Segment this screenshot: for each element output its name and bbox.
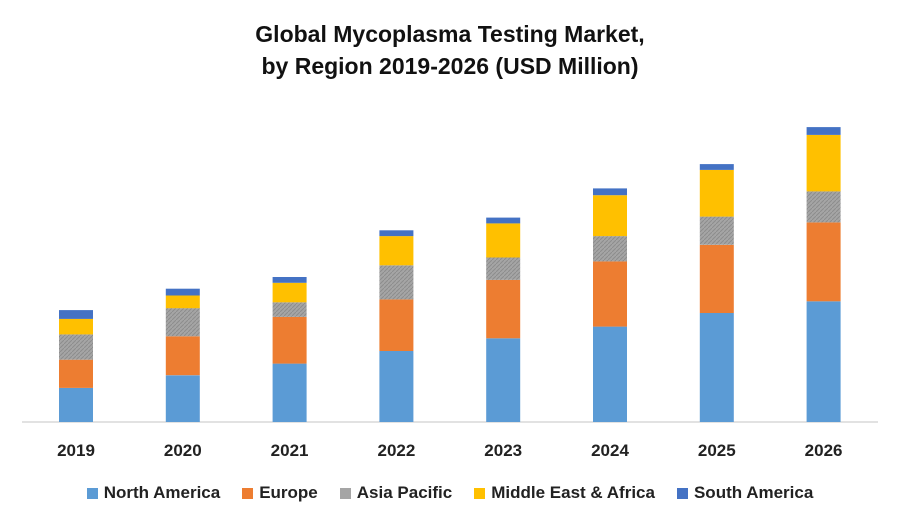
bar-segment-north-america-2019: [59, 387, 93, 422]
bar-segment-asia-pacific-2020: [165, 308, 200, 337]
x-tick-labels: 2019 2020 2021 2022 2023 2024 2025 2026: [57, 441, 842, 460]
bar-segment-asia-pacific-2019: [59, 334, 93, 360]
bar-segment-asia-pacific-2024: [593, 236, 627, 262]
bar-segment-south-america-2019: [59, 310, 93, 319]
legend-swatch-middle-east-africa: [474, 487, 486, 499]
bar-segment-asia-pacific-2021: [272, 302, 307, 317]
bar-segment-south-america-2024: [593, 188, 627, 196]
bar-segment-europe-2022: [379, 299, 414, 351]
bar-segment-middle-east-africa-2019: [59, 318, 93, 335]
bar-segment-south-america-2020: [165, 288, 200, 296]
x-tick-label-2021: 2021: [271, 441, 309, 460]
bar-segment-middle-east-africa-2023: [486, 223, 521, 258]
bar-segment-asia-pacific-2025: [699, 216, 734, 245]
bar-segment-north-america-2023: [486, 338, 521, 422]
bar-segment-europe-2020: [165, 336, 200, 376]
legend-item-middle-east-africa: Middle East & Africa: [474, 483, 655, 503]
x-tick-label-2024: 2024: [591, 441, 629, 460]
legend-swatch-north-america: [86, 487, 98, 499]
x-tick-label-2023: 2023: [484, 441, 522, 460]
x-tick-label-2025: 2025: [698, 441, 736, 460]
bar-segment-north-america-2026: [806, 301, 841, 422]
x-tick-label-2019: 2019: [57, 441, 95, 460]
bar-segment-north-america-2024: [593, 326, 627, 422]
bar-segment-north-america-2022: [379, 350, 414, 422]
bar-segment-europe-2023: [486, 279, 521, 339]
bar-segment-middle-east-africa-2025: [699, 169, 734, 217]
bar-segment-south-america-2026: [806, 127, 841, 135]
bar-segment-middle-east-africa-2022: [379, 236, 414, 266]
bar-segment-north-america-2020: [165, 375, 200, 422]
bar-segment-south-america-2023: [486, 217, 521, 224]
bar-segment-europe-2025: [699, 244, 734, 313]
bar-segment-south-america-2022: [379, 230, 414, 237]
chart-title-line-1: Global Mycoplasma Testing Market,: [255, 21, 645, 47]
bar-segment-middle-east-africa-2021: [272, 282, 307, 303]
bar-segment-north-america-2021: [272, 363, 307, 422]
bar-segment-europe-2021: [272, 316, 307, 364]
x-tick-label-2026: 2026: [805, 441, 843, 460]
legend-label-europe: Europe: [259, 483, 318, 502]
legend-swatch-south-america: [676, 487, 688, 499]
legend-item-south-america: South America: [676, 483, 814, 503]
legend-item-asia-pacific: Asia Pacific: [339, 483, 453, 503]
legend-label-middle-east-africa: Middle East & Africa: [491, 483, 655, 502]
bar-segment-asia-pacific-2022: [379, 265, 414, 300]
bar-segment-europe-2024: [593, 261, 627, 327]
legend-swatch-asia-pacific: [339, 487, 351, 499]
legend-label-south-america: South America: [693, 483, 814, 502]
bar-segment-south-america-2021: [272, 277, 307, 283]
chart-legend: North America Europe Asia Pacific Middle Ea…: [0, 480, 900, 506]
legend-label-north-america: North America: [103, 483, 221, 502]
bar-segment-north-america-2025: [699, 313, 734, 422]
bar-segment-europe-2026: [806, 222, 841, 302]
x-tick-label-2020: 2020: [164, 441, 202, 460]
bars-group: [59, 127, 841, 422]
chart-title: Global Mycoplasma Testing Market, by Reg…: [0, 18, 900, 82]
bar-segment-south-america-2025: [699, 164, 734, 170]
x-tick-label-2022: 2022: [377, 441, 415, 460]
legend-swatch-europe: [242, 487, 254, 499]
bar-segment-asia-pacific-2026: [806, 191, 841, 223]
legend-item-europe: Europe: [242, 483, 318, 503]
legend-label-asia-pacific: Asia Pacific: [356, 483, 453, 502]
bar-segment-europe-2019: [59, 359, 93, 388]
legend-item-north-america: North America: [86, 483, 221, 503]
bar-segment-middle-east-africa-2026: [806, 134, 841, 192]
chart-title-line-2: by Region 2019-2026 (USD Million): [261, 53, 639, 79]
bar-segment-middle-east-africa-2024: [593, 195, 627, 237]
bar-segment-asia-pacific-2023: [486, 257, 521, 280]
bar-segment-middle-east-africa-2020: [165, 295, 200, 309]
